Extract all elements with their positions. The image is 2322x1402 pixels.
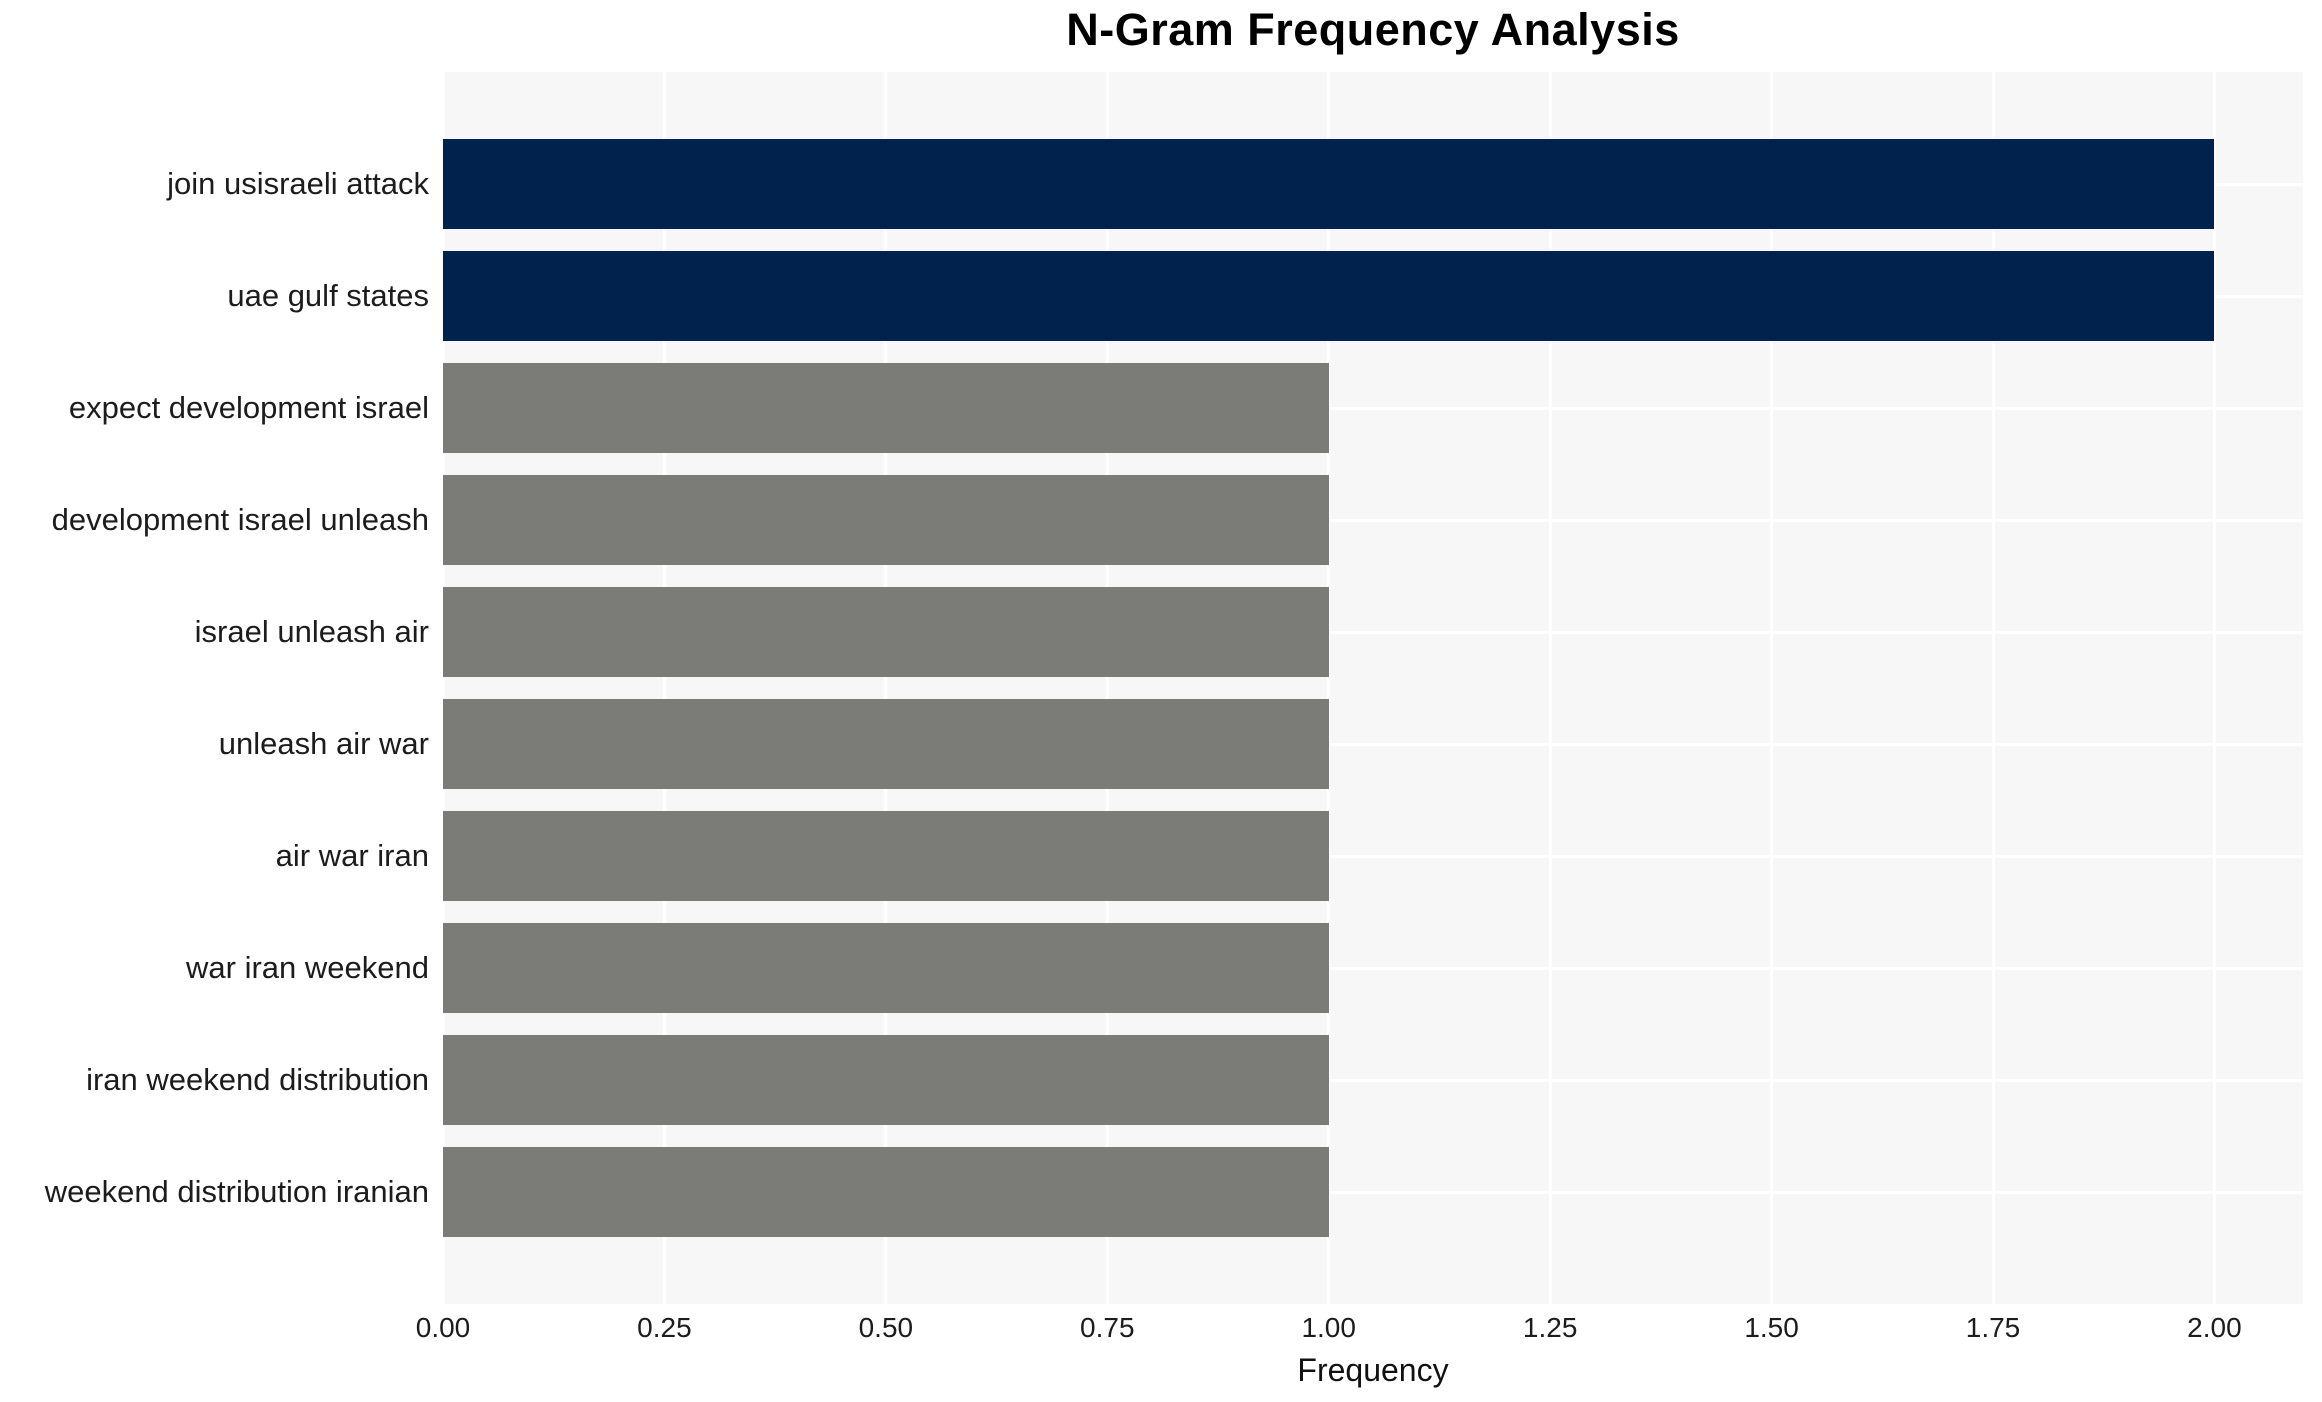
y-label-row: air war iran	[0, 800, 429, 912]
x-tick-label: 1.75	[1965, 1312, 2021, 1343]
x-tick-label: 1.50	[1744, 1312, 1799, 1343]
y-category-label: join usisraeli attack	[167, 166, 429, 201]
horizontal-gridline	[443, 630, 2303, 634]
y-category-label: unleash air war	[218, 726, 429, 761]
x-tick-label: 0.25	[637, 1312, 692, 1343]
vertical-gridline	[1105, 72, 1109, 1304]
x-tick-label: 0.75	[1080, 1312, 1135, 1343]
y-label-row: israel unleash air	[0, 576, 429, 688]
horizontal-gridline	[443, 518, 2303, 522]
bar-development-israel-unleash	[443, 475, 1329, 565]
y-label-row: join usisraeli attack	[0, 128, 429, 240]
bar-air-war-iran	[443, 811, 1329, 901]
horizontal-gridline	[443, 966, 2303, 970]
bar-uae-gulf-states	[443, 251, 2215, 341]
bar-unleash-air-war	[443, 699, 1329, 789]
bar-row	[443, 912, 2303, 1024]
y-label-row: development israel unleash	[0, 464, 429, 576]
bar-row	[443, 1136, 2303, 1248]
vertical-gridline	[1991, 72, 1995, 1304]
vertical-gridline	[441, 72, 445, 1304]
plot-area	[441, 72, 2303, 1304]
y-category-label: israel unleash air	[194, 614, 429, 649]
horizontal-gridline	[443, 854, 2303, 858]
chart-title: N-Gram Frequency Analysis	[1066, 4, 1680, 55]
bar-row	[443, 1024, 2303, 1136]
x-tick-label: 1.25	[1522, 1312, 1578, 1343]
bar-row	[443, 128, 2303, 240]
bar-join-usisraeli-attack	[443, 139, 2215, 229]
horizontal-gridline	[443, 742, 2303, 746]
bar-israel-unleash-air	[443, 587, 1329, 677]
y-label-row: weekend distribution iranian	[0, 1136, 429, 1248]
horizontal-gridline	[443, 406, 2303, 410]
y-category-label: uae gulf states	[227, 278, 429, 313]
bar-row	[443, 240, 2303, 352]
bar-war-iran-weekend	[443, 923, 1329, 1013]
x-axis-title: Frequency	[1297, 1352, 1449, 1388]
y-label-row: expect development israel	[0, 352, 429, 464]
bar-row	[443, 464, 2303, 576]
y-label-row: uae gulf states	[0, 240, 429, 352]
y-label-row: iran weekend distribution	[0, 1024, 429, 1136]
y-category-label: air war iran	[275, 838, 429, 873]
y-axis-category-labels: join usisraeli attack uae gulf states expe…	[0, 72, 429, 1304]
x-tick-label: 1.00	[1301, 1312, 1356, 1343]
y-label-row: unleash air war	[0, 688, 429, 800]
vertical-gridline	[884, 72, 888, 1304]
x-tick-label: 0.00	[415, 1312, 471, 1343]
y-category-label: war iran weekend	[186, 950, 429, 985]
y-category-label: weekend distribution iranian	[44, 1174, 429, 1209]
vertical-gridline	[1327, 72, 1331, 1304]
y-category-label: iran weekend distribution	[86, 1062, 429, 1097]
x-tick-label: 0.50	[858, 1312, 914, 1343]
bar-row	[443, 800, 2303, 912]
vertical-gridline	[1548, 72, 1552, 1304]
vertical-gridline	[662, 72, 666, 1304]
x-tick-label: 2.00	[2187, 1312, 2242, 1343]
bar-row	[443, 576, 2303, 688]
bar-iran-weekend-distribution	[443, 1035, 1329, 1125]
bar-row	[443, 352, 2303, 464]
bar-expect-development-israel	[443, 363, 1329, 453]
y-category-label: expect development israel	[68, 390, 429, 425]
horizontal-gridline	[443, 1190, 2303, 1194]
vertical-gridline	[1770, 72, 1774, 1304]
y-category-label: development israel unleash	[51, 502, 429, 537]
bar-row	[443, 688, 2303, 800]
bars-layer	[443, 72, 2303, 1304]
vertical-gridline	[2212, 72, 2216, 1304]
y-label-row: war iran weekend	[0, 912, 429, 1024]
bar-weekend-distribution-iranian	[443, 1147, 1329, 1237]
horizontal-gridline	[443, 1078, 2303, 1082]
